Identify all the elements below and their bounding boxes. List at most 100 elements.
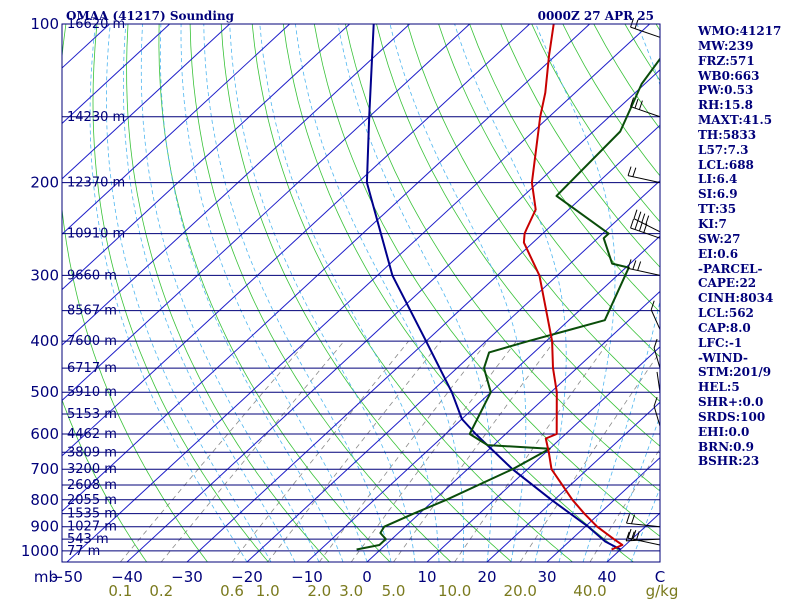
temperature-tick-label: −40 [111, 568, 143, 586]
height-label: 10910 m [67, 227, 125, 242]
wind-barb-feather [645, 215, 650, 225]
index-item: EHI:0.0 [698, 424, 750, 439]
mixing-ratio-line [160, 340, 345, 562]
isotherm-line [306, 235, 660, 562]
height-label: 5910 m [67, 385, 117, 400]
index-item: BRN:0.9 [698, 439, 754, 454]
index-item: SRDS:100 [698, 409, 766, 424]
parcel-trace [365, 24, 622, 551]
dry-adiabat-line [92, 24, 269, 562]
pressure-tick-label: 200 [30, 174, 59, 192]
index-item: LFC:-1 [698, 335, 743, 350]
height-label: 7600 m [67, 334, 117, 349]
temperature-tick-label: −10 [291, 568, 323, 586]
index-item: MAXT:41.5 [698, 113, 773, 128]
wind-barb-staff [630, 26, 661, 38]
dry-adiabat-line [251, 24, 573, 562]
index-item: CINH:8034 [698, 291, 774, 306]
dry-adiabats [62, 24, 660, 562]
temperature-tick-label: 30 [537, 568, 556, 586]
height-label: 3809 m [67, 445, 117, 460]
moist-adiabat-line [295, 24, 465, 562]
pressure-tick-label: 300 [30, 266, 59, 284]
wind-barb-feather [633, 209, 638, 219]
isotherm-line [126, 69, 660, 562]
wind-barb-feather [627, 259, 632, 269]
index-item: CAPE:22 [698, 276, 757, 291]
pressure-tick-label: 900 [30, 518, 59, 536]
wind-barb-staff [627, 537, 661, 546]
mixing-ratio-label: 2.0 [307, 582, 331, 600]
wind-barb-feather [638, 221, 643, 232]
mixing-ratio-unit-label: g/kg [646, 582, 679, 600]
mixing-ratio-label: 40.0 [573, 582, 606, 600]
wind-barb-feather [627, 528, 632, 539]
mixing-ratio-label: 0.2 [149, 582, 173, 600]
wind-barb-feather [626, 514, 630, 524]
index-item: STM:201/9 [698, 365, 772, 380]
mixing-ratio-line [393, 340, 555, 562]
isotherm-line [62, 24, 170, 125]
mixing-ratio-line [589, 447, 660, 562]
index-item: SHR+:0.0 [698, 395, 764, 410]
index-item: L57:7.3 [698, 142, 749, 157]
mixing-ratio-label: 5.0 [382, 582, 406, 600]
height-label: 2055 m [67, 493, 117, 508]
dry-adiabat-line [62, 24, 208, 562]
isotherm-line [62, 24, 290, 235]
moist-adiabat-line [203, 24, 392, 562]
moist-adiabat-line [106, 24, 272, 562]
sounding-traces [356, 24, 660, 551]
height-label: 16620 m [67, 17, 125, 32]
mixing-ratio-line [231, 340, 409, 562]
isotherm-line [62, 24, 530, 457]
wind-barb-feather [632, 260, 637, 270]
temperature-trace [522, 24, 624, 551]
index-item: RH:15.8 [698, 98, 753, 113]
isotherm-line [246, 179, 660, 562]
temperature-unit-label: C [655, 568, 665, 586]
sounding-datetime: 0000Z 27 APR 25 [537, 9, 654, 23]
mixing-ratio-line [454, 340, 610, 562]
wind-barb-feather [630, 17, 635, 28]
isotherm-line [62, 24, 470, 402]
temperature-tick-label: 0 [362, 568, 372, 586]
height-label: 77 m [67, 544, 100, 559]
isobars [62, 23, 660, 552]
dry-adiabat-line [189, 24, 452, 562]
index-item: LCL:688 [698, 157, 754, 172]
dry-adiabat-line [345, 24, 660, 492]
temperature-tick-label: −50 [51, 568, 83, 586]
index-item: KI:7 [698, 216, 727, 231]
isotherm-line [62, 24, 350, 291]
wind-barb-staff [653, 347, 661, 369]
index-item: BSHR:23 [698, 454, 760, 469]
index-item: FRZ:571 [698, 53, 755, 68]
moist-adiabat-line [535, 24, 616, 562]
index-item: WMO:41217 [698, 24, 782, 38]
index-item: -PARCEL- [698, 261, 763, 276]
isotherm-line [426, 346, 660, 562]
mixing-ratio-line [350, 340, 517, 562]
wind-barb-feather [634, 98, 639, 109]
wind-barb-staff [650, 309, 661, 330]
mixing-ratio-line [267, 340, 442, 562]
wind-barb-feather [650, 300, 655, 310]
pressure-tick-label: 500 [30, 383, 59, 401]
wind-barb-staff [630, 106, 661, 118]
moist-adiabats [89, 24, 660, 562]
height-label: 12370 m [67, 176, 125, 191]
dewpoint-trace [356, 57, 660, 551]
index-item: -WIND- [698, 350, 748, 365]
pressure-tick-label: 800 [30, 491, 59, 509]
dry-adiabat-line [62, 398, 148, 562]
index-item: SW:27 [698, 231, 741, 246]
mixing-ratio-label: 3.0 [339, 582, 363, 600]
wind-barb-feather [635, 531, 640, 541]
pressure-unit-label: mb [34, 568, 58, 586]
wind-barb-feather [637, 211, 642, 221]
dry-adiabat-line [220, 24, 512, 562]
pressure-tick-label: 100 [30, 15, 59, 33]
